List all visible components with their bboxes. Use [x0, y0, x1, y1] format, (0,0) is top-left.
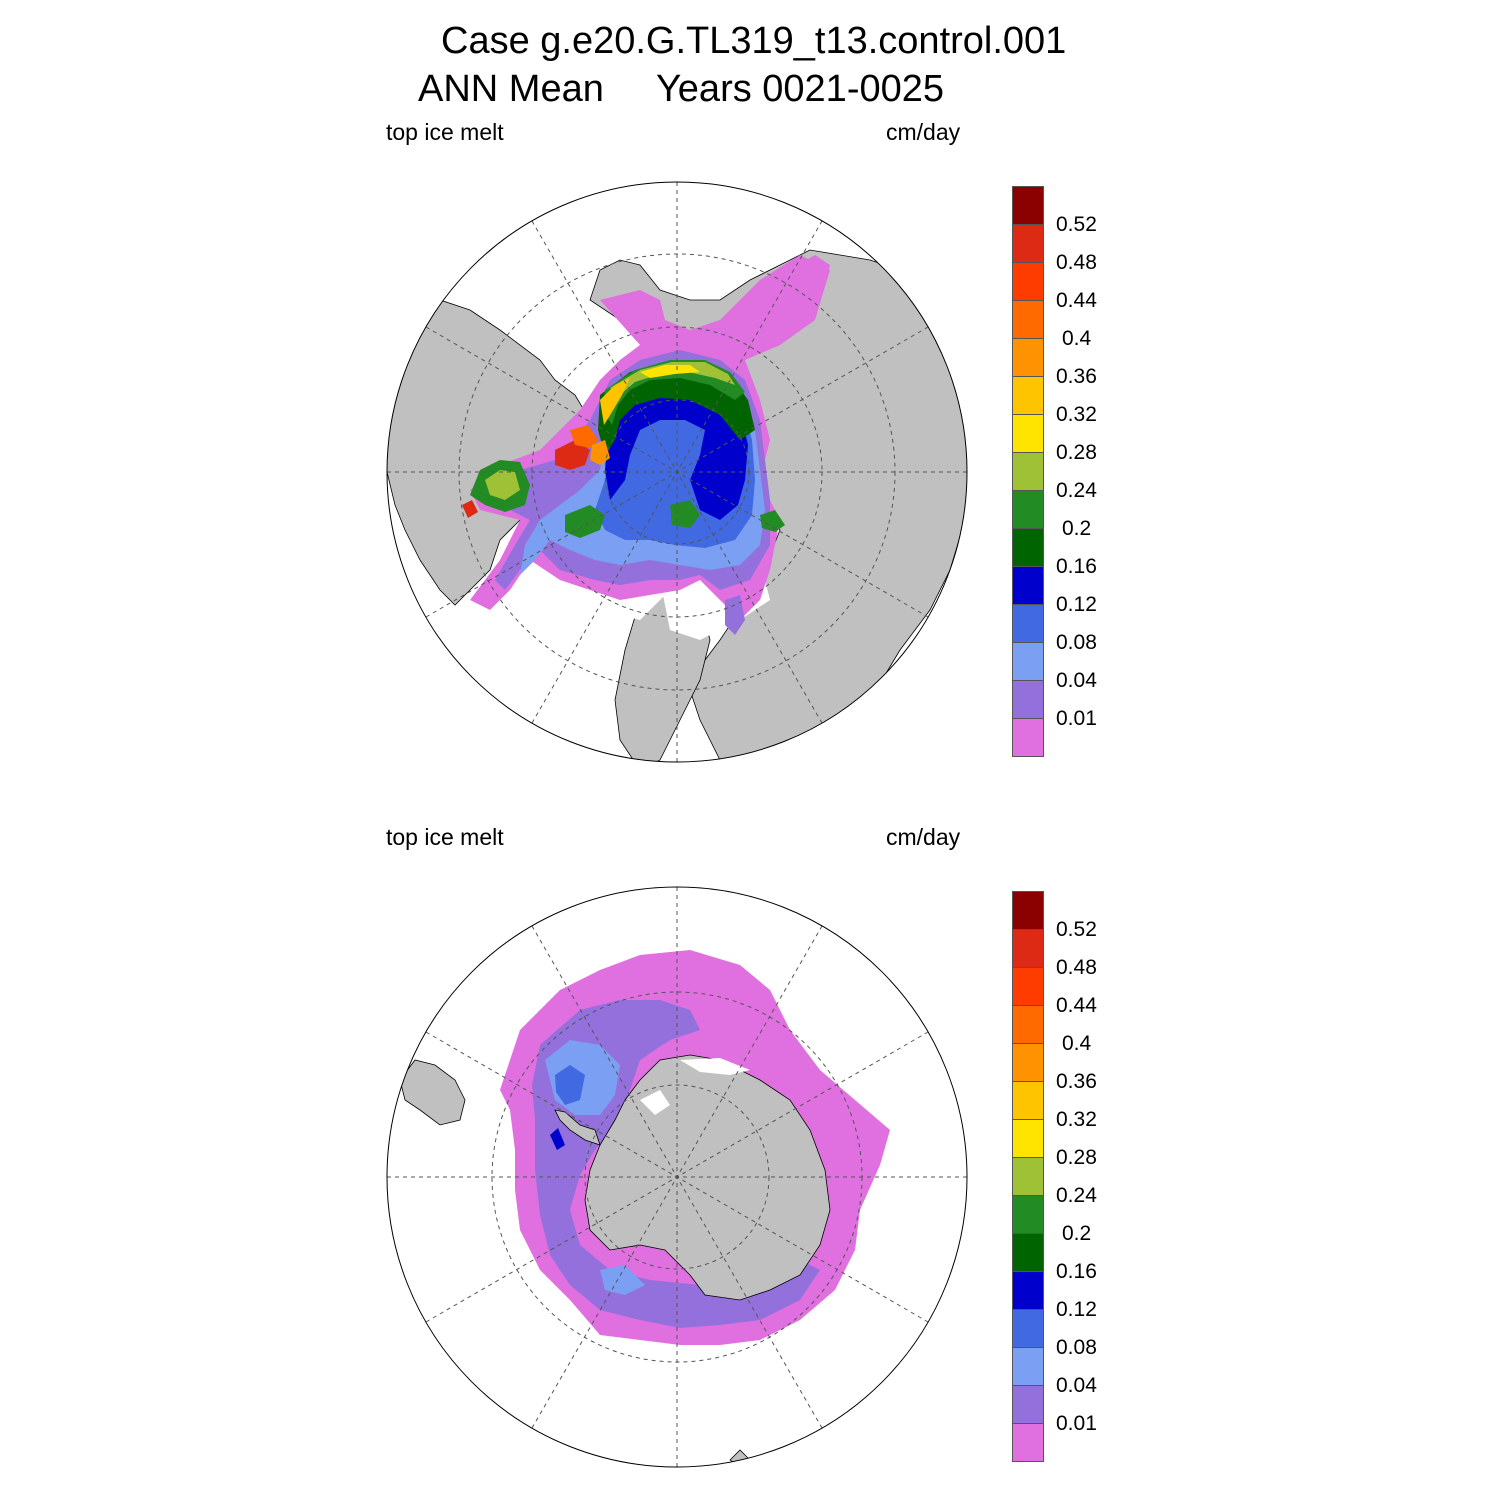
south-colorbar-tick-label: 0.16: [1056, 1260, 1097, 1283]
south-colorbar-tick-label: 0.52: [1056, 918, 1097, 941]
north-colorbar-tick-label: 0.12: [1056, 593, 1097, 616]
bering-melt: [730, 255, 830, 330]
south-america-land: [399, 1059, 466, 1126]
ice-melt-0.44: [590, 440, 610, 465]
north-graticule: [387, 182, 967, 762]
south-colorbar-swatch: [1012, 1157, 1044, 1196]
north-colorbar-tick-label: 0.4: [1062, 327, 1092, 350]
hudson-bay-hotspot: [462, 500, 478, 518]
north-colorbar-swatch: [1012, 376, 1044, 415]
north-colorbar-tick-label: 0.24: [1056, 479, 1097, 502]
peninsula-melt-0.16: [550, 1128, 565, 1150]
north-colorbar-swatch: [1012, 642, 1044, 681]
south-panel-units: cm/day: [886, 824, 961, 850]
north-colorbar-tick-label: 0.44: [1056, 289, 1097, 312]
north-colorbar-tick-label: 0.32: [1056, 403, 1097, 426]
south-colorbar-swatch: [1012, 967, 1044, 1006]
hudson-bay-inner: [485, 470, 520, 500]
south-colorbar-swatch: [1012, 1005, 1044, 1044]
north-colorbar-swatch: [1012, 224, 1044, 263]
figure-title-line2: ANN Mean Years 0021-0025: [418, 68, 945, 110]
south-colorbar-tick-label: 0.36: [1056, 1070, 1097, 1093]
south-colorbar-tick-label: 0.01: [1056, 1412, 1097, 1435]
north-colorbar-swatch: [1012, 262, 1044, 301]
south-colorbar-tick-label: 0.48: [1056, 956, 1097, 979]
south-colorbar-tick-label: 0.12: [1056, 1298, 1097, 1321]
south-colorbar-tick-label: 0.44: [1056, 994, 1097, 1017]
south-colorbar-tick-label: 0.04: [1056, 1374, 1097, 1397]
ice-melt-0.36: [640, 365, 700, 378]
north-ice-melt-field: [462, 255, 830, 635]
ice-melt-0.16: [605, 378, 748, 520]
south-map-border: [386, 886, 968, 1468]
north-colorbar-swatch: [1012, 604, 1044, 643]
baltic-melt: [725, 595, 745, 635]
south-colorbar-swatch: [1012, 1081, 1044, 1120]
south-colorbar-swatch: [1012, 1385, 1044, 1424]
north-panel-units: cm/day: [886, 119, 961, 145]
south-colorbar-swatch: [1012, 1423, 1044, 1462]
south-colorbar-swatch: [1012, 1195, 1044, 1234]
north-colorbar-swatch: [1012, 300, 1044, 339]
south-colorbar-swatch: [1012, 1347, 1044, 1386]
north-panel-variable: top ice melt: [386, 119, 504, 145]
north-colorbar: [1012, 186, 1046, 757]
north-colorbar-tick-label: 0.04: [1056, 669, 1097, 692]
ice-melt-0.32: [600, 378, 630, 425]
south-colorbar-tick-label: 0.4: [1062, 1032, 1092, 1055]
south-graticule: [387, 887, 967, 1467]
north-colorbar-swatch: [1012, 566, 1044, 605]
north-colorbar-swatch: [1012, 490, 1044, 529]
north-colorbar-swatch: [1012, 338, 1044, 377]
north-colorbar-swatch: [1012, 680, 1044, 719]
antarctic-peninsula-land: [554, 1109, 601, 1146]
south-colorbar-tick-label: 0.32: [1056, 1108, 1097, 1131]
ice-shelf-1: [680, 1058, 750, 1075]
baffin-bay-melt: [565, 505, 605, 538]
figure-title-line1: Case g.e20.G.TL319_t13.control.001: [441, 20, 1067, 62]
ice-melt-0.4: [570, 425, 598, 448]
north-colorbar-swatch: [1012, 718, 1044, 757]
north-colorbar-tick-label: 0.01: [1056, 707, 1097, 730]
south-colorbar-tick-label: 0.2: [1062, 1222, 1092, 1245]
okhotsk-melt: [615, 290, 665, 330]
north-polar-map: [387, 182, 967, 762]
north-colorbar-tick-label: 0.52: [1056, 213, 1097, 236]
ice-melt-0.28: [610, 362, 735, 395]
north-map-border: [386, 181, 968, 763]
north-colorbar-swatch: [1012, 414, 1044, 453]
south-colorbar-swatch: [1012, 1271, 1044, 1310]
north-colorbar-tick-label: 0.36: [1056, 365, 1097, 388]
north-colorbar-tick-label: 0.48: [1056, 251, 1097, 274]
south-colorbar-swatch: [1012, 891, 1044, 930]
south-colorbar-tick-label: 0.28: [1056, 1146, 1097, 1169]
south-colorbar-swatch: [1012, 1233, 1044, 1272]
north-colorbar-tick-label: 0.28: [1056, 441, 1097, 464]
north-colorbar-swatch: [1012, 452, 1044, 491]
ross-melt-0.08: [600, 1265, 645, 1295]
south-panel-variable: top ice melt: [386, 824, 504, 850]
south-colorbar-swatch: [1012, 1043, 1044, 1082]
north-colorbar-tick-label: 0.16: [1056, 555, 1097, 578]
south-colorbar-swatch: [1012, 1119, 1044, 1158]
south-colorbar-tick-label: 0.24: [1056, 1184, 1097, 1207]
ice-shelf-2: [640, 1090, 670, 1115]
south-colorbar: [1012, 891, 1046, 1462]
north-colorbar-tick-label: 0.08: [1056, 631, 1097, 654]
weddell-melt-0.12: [555, 1065, 585, 1105]
north-colorbar-tick-label: 0.2: [1062, 517, 1092, 540]
ice-melt-0.48: [555, 440, 590, 470]
south-polar-map: [387, 887, 967, 1467]
kara-melt: [760, 510, 785, 532]
north-colorbar-swatch: [1012, 528, 1044, 567]
south-colorbar-swatch: [1012, 1309, 1044, 1348]
north-colorbar-swatch: [1012, 186, 1044, 225]
south-colorbar-tick-label: 0.08: [1056, 1336, 1097, 1359]
south-colorbar-swatch: [1012, 929, 1044, 968]
